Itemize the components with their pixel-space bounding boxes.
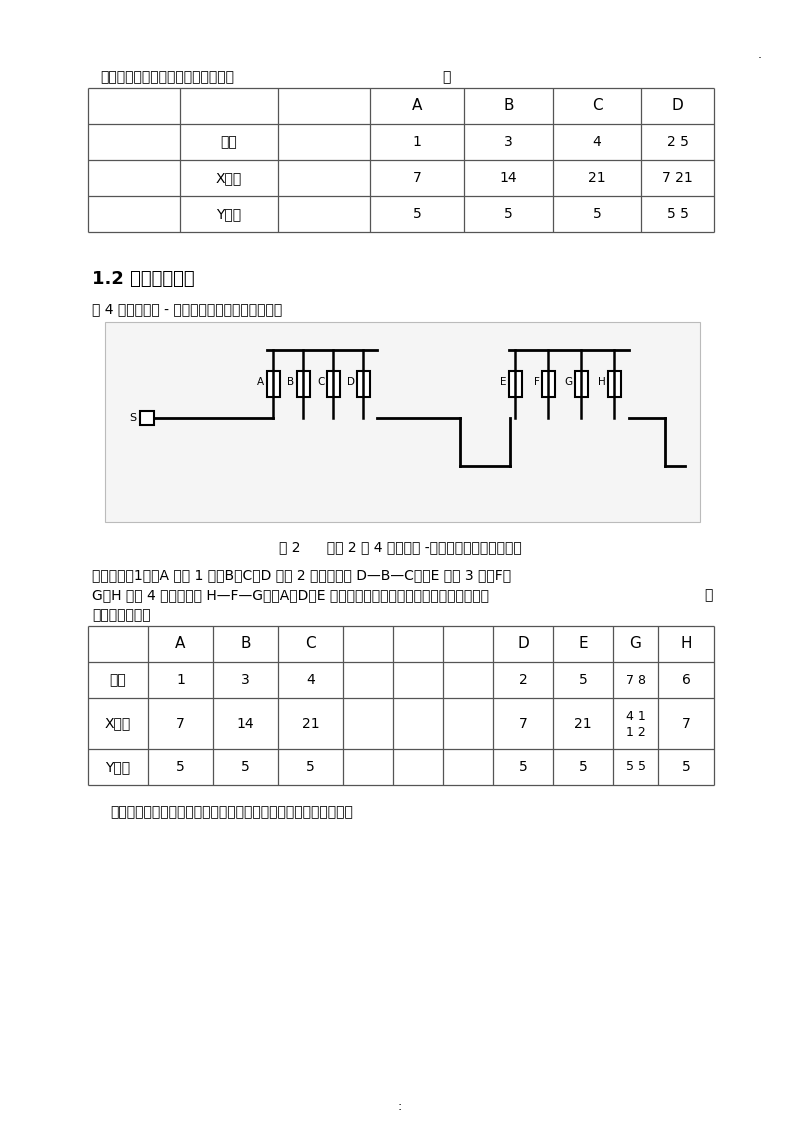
Text: 21: 21: [574, 716, 592, 731]
Text: 4: 4: [306, 673, 315, 687]
Text: ，: ，: [704, 588, 712, 602]
Text: 5: 5: [578, 760, 587, 774]
Text: 7: 7: [413, 171, 422, 185]
Text: 7: 7: [518, 716, 527, 731]
Text: D: D: [346, 377, 354, 387]
Text: X时间: X时间: [105, 716, 131, 731]
Text: 5: 5: [593, 207, 602, 221]
Bar: [357, 370, 370, 397]
Text: F: F: [534, 377, 539, 387]
Text: 7 8: 7 8: [626, 673, 646, 687]
Text: S: S: [129, 414, 136, 423]
Text: 编号: 编号: [221, 135, 238, 150]
Text: 5: 5: [176, 760, 185, 774]
Text: 根据原则（1），A 为第 1 级，B、C、D 为第 2 级（顺序为 D—B—C），E 为第 3 级，F、: 根据原则（1），A 为第 1 级，B、C、D 为第 2 级（顺序为 D—B—C）…: [92, 568, 511, 582]
Text: .: .: [758, 48, 762, 61]
Text: 4 1: 4 1: [626, 710, 646, 723]
Bar: [542, 370, 554, 397]
Bar: [326, 370, 339, 397]
Text: A: A: [258, 377, 265, 387]
Text: 3: 3: [504, 135, 513, 150]
Bar: [297, 370, 310, 397]
Text: 1: 1: [413, 135, 422, 150]
Text: 7 21: 7 21: [662, 171, 693, 185]
Text: 如果线路有多台电压时间型开关柜，均可根据上述原则进行设置。: 如果线路有多台电压时间型开关柜，均可根据上述原则进行设置。: [110, 806, 353, 819]
Text: 5: 5: [682, 760, 690, 774]
Text: 5: 5: [241, 760, 250, 774]
Bar: [140, 411, 154, 425]
Text: 图 2      安装 2 套 4 间隔电压 -时间型开关柜线路示意图: 图 2 安装 2 套 4 间隔电压 -时间型开关柜线路示意图: [278, 540, 522, 554]
Text: B: B: [503, 99, 514, 113]
Text: 5: 5: [578, 673, 587, 687]
Text: 1 2: 1 2: [626, 726, 646, 739]
Text: C: C: [305, 637, 316, 651]
Text: ：: ：: [442, 70, 450, 84]
Text: 2 5: 2 5: [666, 135, 689, 150]
Text: 5: 5: [518, 760, 527, 774]
Text: 14: 14: [500, 171, 518, 185]
Text: 14: 14: [237, 716, 254, 731]
Text: D: D: [517, 637, 529, 651]
Text: 5: 5: [306, 760, 315, 774]
Text: H: H: [598, 377, 606, 387]
Text: 1.2 典型整定示例: 1.2 典型整定示例: [92, 270, 194, 288]
Text: 3: 3: [241, 673, 250, 687]
Text: 6: 6: [682, 673, 690, 687]
Text: 1: 1: [176, 673, 185, 687]
Text: G: G: [564, 377, 573, 387]
Text: 编号: 编号: [110, 673, 126, 687]
Text: H: H: [680, 637, 692, 651]
Text: :: :: [398, 1100, 402, 1113]
Text: A: A: [175, 637, 186, 651]
Text: 5: 5: [504, 207, 513, 221]
Text: D: D: [672, 99, 683, 113]
Text: C: C: [317, 377, 325, 387]
Text: 7: 7: [176, 716, 185, 731]
Text: 7: 7: [682, 716, 690, 731]
Text: 以 4 间隔的电压 - 时间型开关柜为例，如下图：: 以 4 间隔的电压 - 时间型开关柜为例，如下图：: [92, 303, 282, 316]
Bar: [607, 370, 621, 397]
Text: 4: 4: [593, 135, 602, 150]
Bar: [105, 322, 700, 522]
Text: 2: 2: [518, 673, 527, 687]
Text: G: G: [630, 637, 642, 651]
Text: X时间: X时间: [216, 171, 242, 185]
Text: A: A: [412, 99, 422, 113]
Text: E: E: [500, 377, 506, 387]
Text: 21: 21: [588, 171, 606, 185]
Text: 5 5: 5 5: [666, 207, 689, 221]
Text: B: B: [287, 377, 294, 387]
Text: C: C: [592, 99, 602, 113]
Text: 5: 5: [413, 207, 422, 221]
Text: 参数设置如下表: 参数设置如下表: [92, 608, 150, 622]
Text: E: E: [578, 637, 588, 651]
Text: Y时间: Y时间: [106, 760, 130, 774]
Text: 5 5: 5 5: [626, 760, 646, 774]
Bar: [574, 370, 587, 397]
Text: 参数设定见下表（父节点加粗表示）: 参数设定见下表（父节点加粗表示）: [100, 70, 234, 84]
Bar: [509, 370, 522, 397]
Text: G、H 为第 4 级（顺序为 H—F—G），A、D、E 分别为其下一级开关的父节点（加粗表示）: G、H 为第 4 级（顺序为 H—F—G），A、D、E 分别为其下一级开关的父节…: [92, 588, 489, 602]
Bar: [266, 370, 279, 397]
Text: Y时间: Y时间: [217, 207, 242, 221]
Text: 21: 21: [302, 716, 319, 731]
Text: B: B: [240, 637, 250, 651]
